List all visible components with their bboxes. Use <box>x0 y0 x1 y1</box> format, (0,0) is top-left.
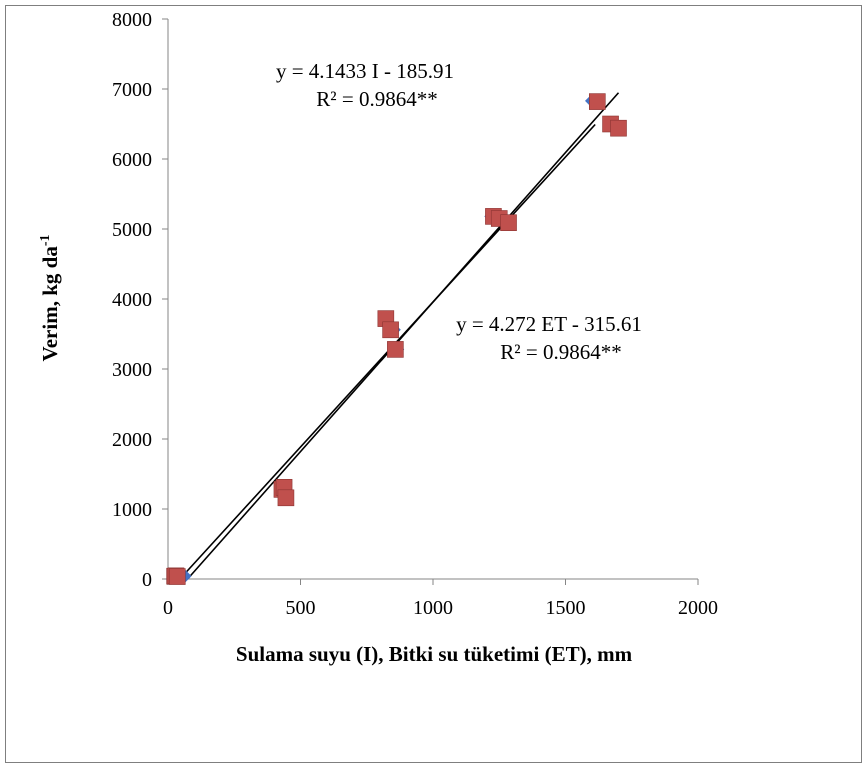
equation-i-line2: R² = 0.9864** <box>316 87 437 111</box>
equation-et-line2: R² = 0.9864** <box>500 340 621 364</box>
y-tick-label: 6000 <box>112 149 152 171</box>
equation-et-line1: y = 4.272 ET - 315.61 <box>456 312 642 336</box>
x-tick-label: 500 <box>286 597 316 619</box>
x-axis-label: Sulama suyu (I), Bitki su tüketimi (ET),… <box>236 642 633 666</box>
chart-frame <box>5 5 862 763</box>
data-point-square <box>387 341 404 358</box>
y-tick-label: 5000 <box>112 219 152 241</box>
ticks: 0 1000 2000 3000 4000 5000 6000 7000 8000 0 500 100… <box>112 9 718 619</box>
data-points <box>166 93 627 585</box>
trendline-et <box>186 92 620 580</box>
y-tick-label: 3000 <box>112 359 152 381</box>
data-point-square <box>168 568 186 585</box>
y-tick-label: 8000 <box>112 9 152 31</box>
x-tick-label: 0 <box>163 597 173 619</box>
y-tick-label: 4000 <box>112 289 152 311</box>
y-tick-label: 2000 <box>112 429 152 451</box>
y-axis-label: Verim, kg da-1 <box>38 235 62 362</box>
y-axis-label-main: Verim, kg da <box>38 246 62 362</box>
data-point-square <box>610 119 627 137</box>
x-tick-label: 1000 <box>413 597 453 619</box>
x-tick-label: 2000 <box>678 597 718 619</box>
data-point-square <box>277 489 295 507</box>
y-tick-label: 7000 <box>112 79 152 101</box>
data-point-square <box>500 214 517 231</box>
y-tick-label: 0 <box>142 569 152 591</box>
y-tick-label: 1000 <box>112 499 152 521</box>
x-tick-label: 1500 <box>546 597 586 619</box>
data-point-square <box>588 93 606 110</box>
y-axis-label-superscript: -1 <box>38 235 53 247</box>
equation-i-line1: y = 4.1433 I - 185.91 <box>276 59 454 83</box>
data-point-square <box>382 321 399 339</box>
